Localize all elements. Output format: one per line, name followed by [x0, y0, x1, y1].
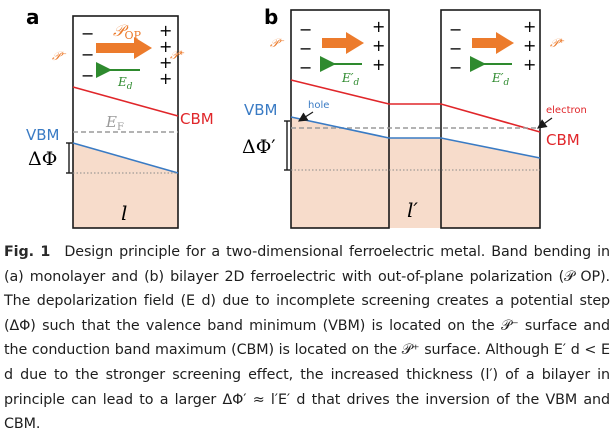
panel-b-vbm-label: VBM	[244, 101, 278, 119]
panel-b-right-plus-1: +	[523, 17, 536, 36]
panel-b-box-left	[290, 9, 390, 229]
panel-b-right-minus-1: −	[449, 20, 462, 39]
panel-b-delta-phi-label: ΔΦ′	[242, 136, 276, 158]
caption-text: Design principle for a two-dimensional f…	[4, 244, 610, 433]
panel-a-box	[72, 15, 179, 229]
panel-a-cbm-label: CBM	[180, 110, 214, 128]
panel-b-hole-arrow	[297, 111, 314, 122]
panel-a-plus-3: +	[159, 53, 172, 72]
panel-b-right-minus-2: −	[449, 39, 462, 58]
caption-fig-label: Fig. 1	[4, 244, 51, 260]
panel-a-plus-4: +	[159, 69, 172, 88]
panel-a-cbm-line	[72, 86, 179, 117]
panel-b-left-minus-3: −	[299, 58, 312, 77]
panel-b-cbm-line	[290, 79, 541, 133]
panel-b-polarization-arrow-right	[472, 32, 514, 54]
panel-b-p-plus-label: 𝒫⁺	[550, 36, 565, 50]
panel-b-left-plus-2: +	[372, 36, 385, 55]
panel-a-vbm-line	[72, 142, 179, 174]
panel-a-minus-2: −	[81, 45, 94, 64]
panel-b-right-plus-2: +	[523, 36, 536, 55]
panel-b-field-label-right: E′d	[491, 71, 509, 88]
panel-b-delta-phi-bracket	[284, 120, 290, 171]
panel-a-delta-phi-label: ΔΦ	[28, 148, 57, 170]
panel-b-left-minus-1: −	[299, 20, 312, 39]
panel-a-p-plus-label: 𝒫⁺	[170, 48, 185, 62]
panel-b-left-minus-2: −	[299, 39, 312, 58]
panel-b-electron-label: electron	[546, 105, 587, 116]
panel-b-valence-fill-right	[441, 138, 540, 228]
panel-b-field-label-left: E′d	[341, 71, 359, 88]
panel-b-right-minus-3: −	[449, 58, 462, 77]
panel-b-right-plus-3: +	[523, 55, 536, 74]
panel-b-valence-fill-gap	[389, 138, 441, 228]
panel-a-valence-fill	[73, 143, 178, 228]
panel-a-plus-2: +	[159, 37, 172, 56]
panel-b-vbm-line	[290, 116, 541, 159]
panel-b-polarization-arrow-left	[322, 32, 364, 54]
panel-a-plus-1: +	[159, 21, 172, 40]
panel-a-field-label: Ed	[117, 75, 133, 92]
panel-b-hole-label: hole	[308, 100, 329, 111]
figure-caption: Fig. 1 Design principle for a two-dimens…	[4, 240, 610, 437]
panel-a-minus-3: −	[81, 66, 94, 85]
panel-a-minus-1: −	[81, 24, 94, 43]
panel-a-p-op-label: 𝒫OP	[113, 21, 142, 42]
panel-b-valence-fill-left	[291, 117, 389, 228]
panel-a-vbm-label: VBM	[26, 126, 60, 144]
panel-b-p-minus-label: 𝒫⁻	[270, 36, 285, 50]
panel-b-box-right	[440, 9, 541, 229]
panel-a-length-label: l	[121, 201, 127, 225]
panel-a-polarization-arrow	[96, 37, 152, 59]
panel-b-electron-arrow	[537, 117, 553, 129]
panel-b-cbm-label: CBM	[546, 131, 580, 149]
panel-a-fermi-label: EF	[105, 113, 124, 133]
panel-b: b − − − + + + − − − + + +	[242, 5, 587, 229]
panel-b-length-label: l′	[407, 198, 418, 222]
panel-b-left-plus-3: +	[372, 55, 385, 74]
panel-a-letter: a	[26, 5, 40, 29]
figure-diagram: a − − − + + + + 𝒫OP Ed 𝒫⁻ 𝒫⁺ CBM EF	[26, 5, 587, 229]
panel-a-p-minus-label: 𝒫⁻	[52, 49, 67, 63]
panel-b-letter: b	[264, 5, 278, 29]
panel-a-delta-phi-bracket	[66, 142, 72, 174]
panel-b-left-plus-1: +	[372, 17, 385, 36]
panel-a: a − − − + + + + 𝒫OP Ed 𝒫⁻ 𝒫⁺ CBM EF	[26, 5, 214, 229]
